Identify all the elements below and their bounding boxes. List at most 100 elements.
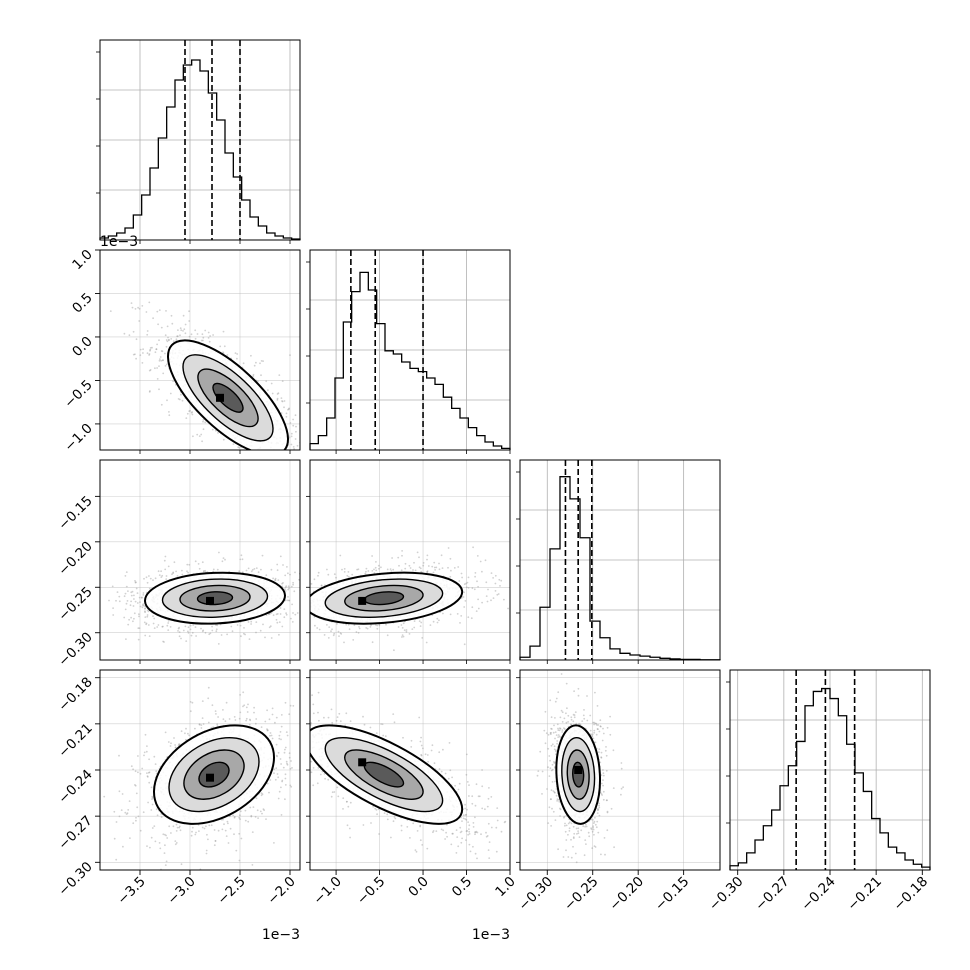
sample-point	[257, 380, 259, 383]
sample-point	[434, 569, 436, 571]
sample-point	[429, 624, 432, 626]
sample-point	[166, 837, 169, 839]
sample-point	[441, 567, 444, 569]
sample-point	[127, 809, 130, 811]
sample-point	[257, 817, 259, 819]
sample-point	[122, 845, 124, 848]
sample-point	[285, 760, 288, 763]
sample-point	[127, 590, 129, 592]
panel-frame	[309, 249, 511, 451]
sample-point	[181, 573, 184, 576]
sample-point	[178, 826, 181, 829]
sample-point	[160, 359, 163, 362]
sample-point	[290, 785, 293, 788]
sample-point	[294, 466, 296, 468]
sample-point	[336, 623, 338, 625]
histogram-step	[519, 476, 721, 661]
sample-point	[242, 705, 244, 708]
sample-point	[276, 613, 279, 615]
sample-point	[175, 823, 178, 826]
histogram-panel-2	[516, 459, 721, 661]
sample-point	[426, 558, 428, 561]
sample-point	[393, 649, 395, 652]
sample-point	[255, 621, 258, 623]
sample-point	[163, 559, 166, 562]
sample-point	[269, 732, 272, 734]
sample-point	[288, 713, 291, 716]
sample-point	[289, 784, 292, 787]
sample-point	[293, 448, 295, 450]
sample-point	[262, 466, 264, 468]
sample-point	[170, 314, 173, 317]
sample-point	[146, 772, 148, 774]
sample-point	[173, 737, 175, 739]
sample-point	[152, 579, 154, 581]
sample-point	[164, 864, 167, 866]
scatter-panel-0-1	[99, 249, 342, 480]
sample-point	[330, 795, 333, 798]
sample-point	[290, 435, 293, 438]
sample-point	[194, 833, 197, 836]
sample-point	[422, 562, 425, 564]
sample-point	[287, 728, 289, 730]
sample-point	[373, 568, 375, 571]
sample-point	[274, 778, 277, 781]
sample-point	[374, 566, 377, 569]
sample-point	[215, 630, 218, 633]
sample-point	[230, 625, 233, 628]
sample-point	[195, 831, 197, 834]
sample-point	[260, 374, 262, 377]
sample-point	[168, 411, 170, 413]
sample-point	[463, 643, 466, 646]
sample-point	[185, 417, 188, 419]
sample-point	[111, 585, 114, 588]
sample-point	[137, 755, 139, 757]
sample-point	[226, 633, 229, 636]
sample-point	[171, 573, 173, 576]
sample-point	[424, 753, 427, 756]
sample-point	[319, 458, 321, 460]
sample-point	[340, 478, 342, 480]
sample-point	[298, 467, 300, 469]
sample-point	[227, 842, 230, 844]
sample-point	[292, 581, 294, 584]
sample-point	[250, 620, 253, 623]
sample-point	[145, 750, 148, 753]
sample-point	[471, 795, 474, 798]
sample-point	[284, 773, 287, 776]
sample-point	[216, 723, 219, 726]
sample-point	[294, 438, 297, 440]
sample-point	[255, 361, 257, 364]
sample-point	[149, 390, 151, 392]
sample-point	[187, 626, 190, 629]
sample-point	[345, 800, 348, 803]
sample-point	[125, 602, 128, 605]
sample-point	[471, 606, 474, 609]
sample-point	[465, 586, 468, 589]
sample-point	[310, 760, 313, 763]
sample-point	[180, 730, 183, 733]
sample-point	[253, 455, 255, 457]
density-peak	[206, 596, 214, 605]
sample-point	[142, 348, 145, 351]
sample-point	[241, 558, 244, 561]
sample-point	[203, 827, 206, 830]
sample-point	[255, 567, 258, 569]
sample-point	[295, 425, 297, 428]
sample-point	[282, 564, 284, 566]
sample-point	[131, 590, 134, 593]
sample-point	[236, 357, 238, 360]
sample-point	[307, 603, 309, 605]
sample-point	[287, 569, 289, 571]
sample-point	[184, 738, 187, 741]
sample-point	[149, 369, 152, 371]
sample-point	[291, 619, 293, 621]
sample-point	[204, 421, 207, 424]
sample-point	[198, 435, 201, 437]
sample-point	[209, 335, 212, 337]
sample-point	[292, 446, 295, 448]
sample-point	[145, 576, 148, 579]
sample-point	[139, 772, 142, 775]
sample-point	[261, 812, 263, 815]
sample-point	[490, 599, 492, 602]
